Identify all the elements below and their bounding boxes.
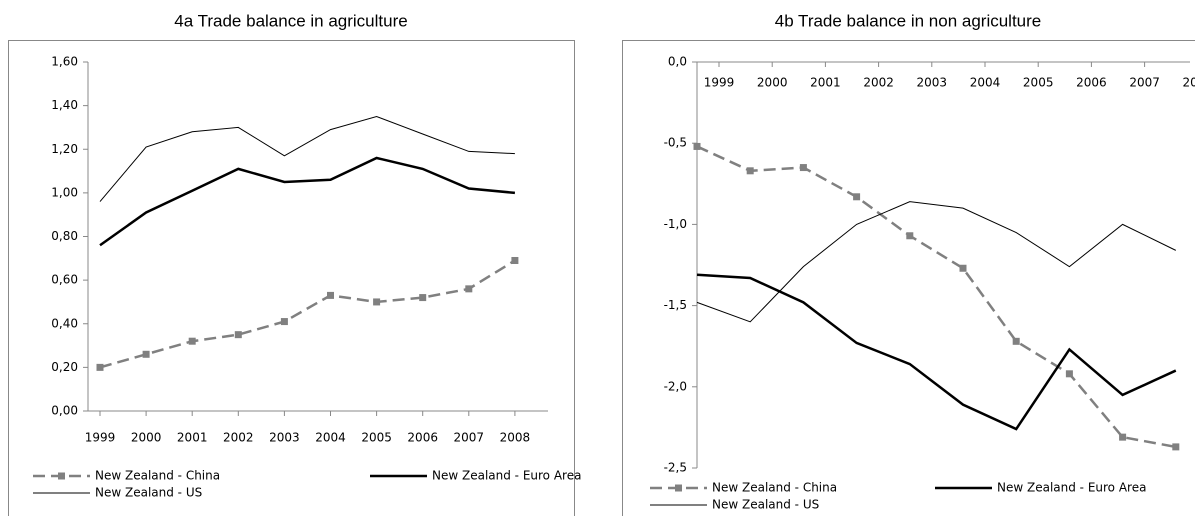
point-marker: [189, 338, 196, 345]
x-tick-label: 1999: [85, 431, 116, 445]
series-line: [697, 275, 1176, 429]
point-marker: [235, 331, 242, 338]
x-tick-label: 2002: [863, 76, 894, 90]
point-marker: [1066, 370, 1073, 377]
series-line: [100, 158, 515, 245]
y-tick-label: 1,00: [51, 185, 78, 199]
x-tick-label: 2008: [500, 431, 531, 445]
legend-label: New Zealand - US: [95, 486, 202, 500]
y-tick-label: 0,80: [51, 229, 78, 243]
y-tick-label: -2,0: [664, 379, 687, 393]
point-marker: [419, 294, 426, 301]
series-line: [697, 202, 1176, 322]
point-marker: [281, 318, 288, 325]
y-tick-label: -2,5: [664, 461, 687, 475]
point-marker: [1172, 443, 1179, 450]
x-tick-label: 2006: [407, 431, 438, 445]
x-tick-label: 2006: [1076, 76, 1107, 90]
legend-label: New Zealand - US: [712, 498, 819, 512]
y-tick-label: 0,40: [51, 316, 78, 330]
point-marker: [960, 265, 967, 272]
legend-marker: [58, 473, 65, 480]
legend-label: New Zealand - China: [95, 469, 220, 483]
legend-marker: [675, 485, 682, 492]
y-tick-label: 1,20: [51, 142, 78, 156]
series-line: [697, 146, 1176, 446]
point-marker: [747, 167, 754, 174]
point-marker: [853, 193, 860, 200]
x-tick-label: 1999: [704, 76, 735, 90]
x-tick-label: 2005: [1023, 76, 1054, 90]
point-marker: [373, 298, 380, 305]
x-tick-label: 2007: [454, 431, 485, 445]
legend-label: New Zealand - China: [712, 481, 837, 495]
x-tick-label: 2000: [757, 76, 788, 90]
legend-label: New Zealand - Euro Area: [997, 481, 1146, 495]
x-tick-label: 2001: [810, 76, 841, 90]
x-tick-label: 2007: [1129, 76, 1160, 90]
chart-title: 4b Trade balance in non agriculture: [775, 11, 1042, 30]
point-marker: [906, 232, 913, 239]
series-line: [100, 260, 515, 367]
x-tick-label: 2003: [269, 431, 300, 445]
x-tick-label: 2004: [315, 431, 346, 445]
y-tick-label: 1,40: [51, 98, 78, 112]
x-tick-label: 2002: [223, 431, 254, 445]
y-tick-label: 1,60: [51, 55, 78, 69]
panel-frame: [623, 41, 1195, 517]
y-tick-label: 0,0: [668, 55, 687, 69]
point-marker: [97, 364, 104, 371]
point-marker: [800, 164, 807, 171]
y-tick-label: -1,5: [664, 298, 687, 312]
series-line: [100, 117, 515, 202]
y-tick-label: 0,60: [51, 273, 78, 287]
y-tick-label: 0,20: [51, 360, 78, 374]
point-marker: [694, 143, 701, 150]
x-tick-label: 2008: [1183, 76, 1195, 90]
x-tick-label: 2001: [177, 431, 208, 445]
x-tick-label: 2005: [361, 431, 392, 445]
panel-frame: [9, 41, 575, 517]
y-tick-label: -1,0: [664, 217, 687, 231]
x-tick-label: 2004: [970, 76, 1001, 90]
point-marker: [465, 285, 472, 292]
point-marker: [511, 257, 518, 264]
point-marker: [143, 351, 150, 358]
point-marker: [1013, 338, 1020, 345]
y-tick-label: 0,00: [51, 404, 78, 418]
y-tick-label: -0,5: [664, 136, 687, 150]
legend-label: New Zealand - Euro Area: [432, 469, 581, 483]
x-tick-label: 2003: [917, 76, 948, 90]
x-tick-label: 2000: [131, 431, 162, 445]
chart-title: 4a Trade balance in agriculture: [174, 11, 407, 30]
point-marker: [1119, 434, 1126, 441]
point-marker: [327, 292, 334, 299]
